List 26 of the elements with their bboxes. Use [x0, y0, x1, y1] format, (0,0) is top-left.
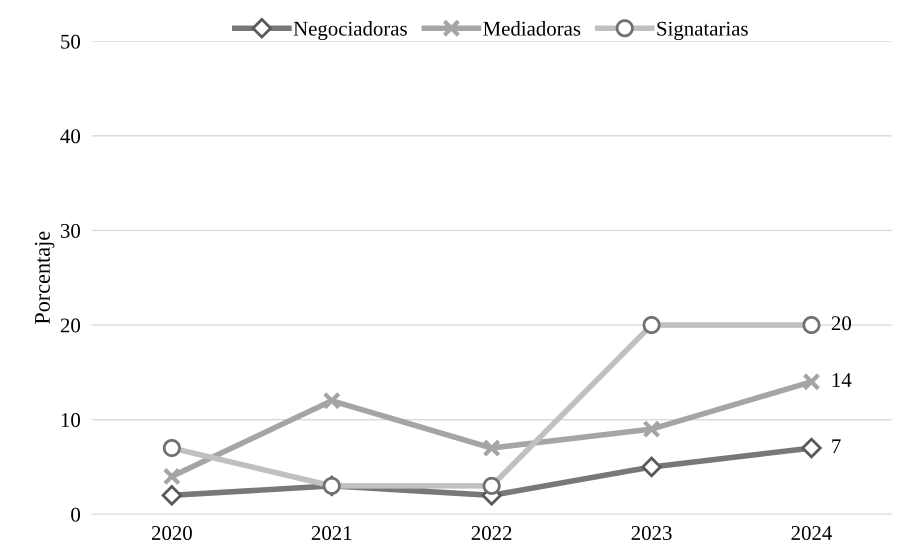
point: [162, 467, 181, 486]
y-tick-label: 40: [60, 129, 80, 144]
y-tick-label: 0: [71, 508, 80, 522]
legend-label: Negociadoras: [294, 21, 407, 40]
point: [642, 420, 661, 438]
x-tick-label: 2024: [792, 526, 832, 540]
point: [322, 392, 341, 410]
point: [162, 485, 182, 506]
x-tick-label: 2023: [632, 526, 672, 540]
y-axis-title: Porcentaje: [34, 232, 54, 324]
y-tick-label: 20: [60, 318, 80, 332]
x-tick-label: 2020: [152, 526, 192, 540]
x-tick-label: 2022: [472, 526, 512, 540]
y-tick-label: 10: [62, 413, 80, 428]
y-tick-label: 30: [60, 224, 80, 238]
point: [801, 438, 822, 458]
data-label: 20: [832, 316, 851, 330]
data-label: 7: [832, 439, 841, 454]
point: [802, 372, 821, 391]
legend-label: Mediadoras: [483, 21, 580, 36]
y-tick-label: 50: [61, 34, 80, 49]
point: [482, 439, 501, 458]
x-tick-label: 2021: [312, 526, 352, 540]
legend-label: Signatarias: [657, 22, 748, 40]
point: [641, 456, 662, 478]
data-label: 14: [832, 373, 852, 387]
